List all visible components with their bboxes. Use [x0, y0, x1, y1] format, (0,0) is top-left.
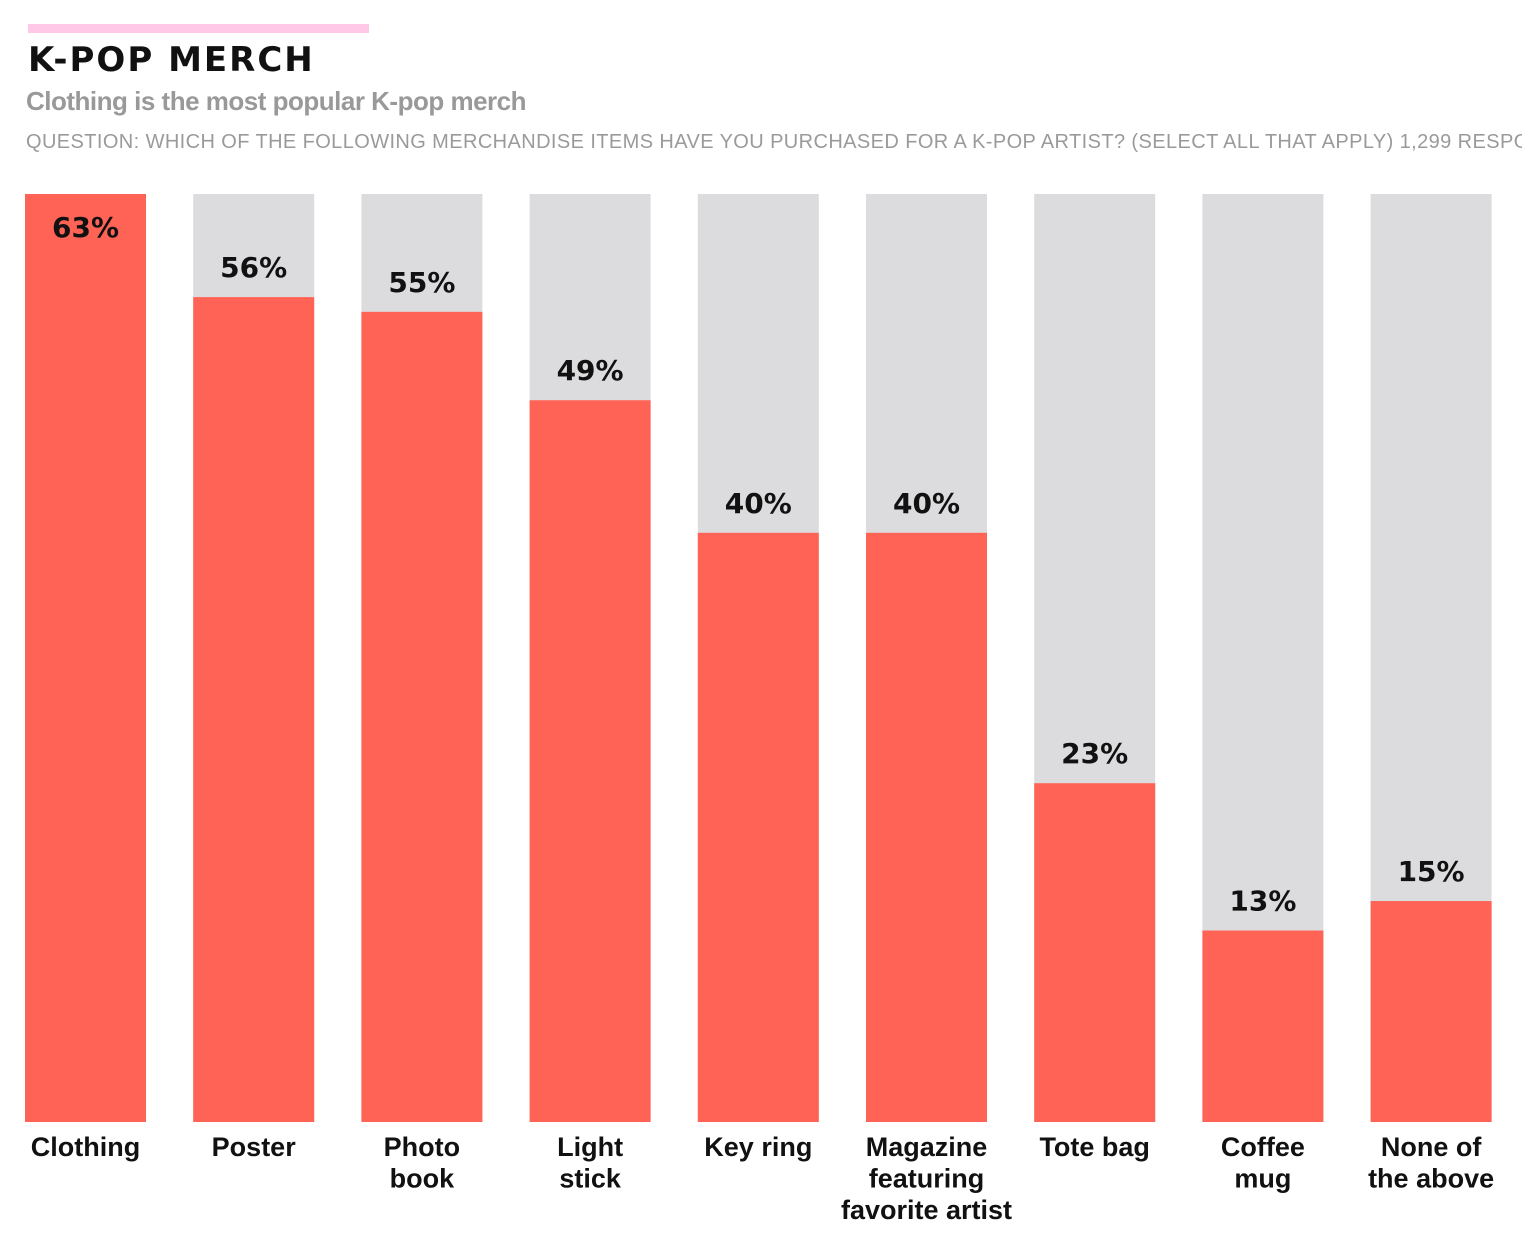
- title-accent-bar: [28, 24, 369, 33]
- chart-title: K-POP MERCH: [28, 40, 315, 80]
- category-label-tote-bag: Tote bag: [1039, 1132, 1150, 1162]
- bar-tote-bag: [1034, 783, 1156, 1122]
- category-label-line: mug: [1234, 1164, 1291, 1194]
- survey-question: QUESTION: WHICH OF THE FOLLOWING MERCHAN…: [26, 131, 1522, 153]
- value-label-coffee-mug: 13%: [1229, 885, 1296, 918]
- category-label-line: Key ring: [704, 1132, 812, 1162]
- category-label-line: stick: [559, 1164, 622, 1194]
- bar-poster: [193, 297, 315, 1123]
- category-label-magazine-featuring-favorite-artist: Magazine featuring favorite artist: [841, 1132, 1012, 1225]
- category-label-photo-book: Photo book: [384, 1132, 460, 1194]
- value-label-poster: 56%: [220, 251, 287, 284]
- category-label-coffee-mug: Coffee mug: [1221, 1132, 1305, 1194]
- category-label-poster: Poster: [212, 1132, 297, 1162]
- category-label-line: Photo: [384, 1132, 460, 1162]
- value-label-key-ring: 40%: [725, 487, 792, 520]
- category-label-none-of-the-above: None of the above: [1368, 1132, 1494, 1194]
- category-label-light-stick: Light stick: [557, 1132, 623, 1194]
- value-label-none-of-the-above: 15%: [1398, 855, 1465, 888]
- category-label-line: favorite artist: [841, 1195, 1012, 1225]
- category-label-line: Magazine: [866, 1132, 988, 1162]
- category-label-line: None of: [1381, 1132, 1482, 1162]
- category-label-line: Light: [557, 1132, 623, 1162]
- chart-subtitle: Clothing is the most popular K-pop merch: [26, 86, 527, 116]
- category-label-line: Coffee: [1221, 1132, 1305, 1162]
- bar-coffee-mug: [1202, 930, 1324, 1122]
- bar-magazine-featuring-favorite-artist: [866, 532, 987, 1122]
- value-label-clothing: 63%: [52, 211, 119, 244]
- value-label-tote-bag: 23%: [1061, 737, 1128, 770]
- category-label-line: featuring: [869, 1164, 985, 1194]
- category-label-line: Tote bag: [1039, 1132, 1150, 1162]
- bar-none-of-the-above: [1370, 901, 1492, 1122]
- bar-key-ring: [697, 532, 819, 1122]
- bar-light-stick: [529, 400, 651, 1122]
- category-label-line: Poster: [212, 1132, 297, 1162]
- value-label-light-stick: 49%: [557, 354, 624, 387]
- category-label-line: book: [390, 1164, 455, 1194]
- value-label-photo-book: 55%: [388, 266, 455, 299]
- value-label-magazine-featuring-favorite-artist: 40%: [893, 487, 960, 520]
- bar-photo-book: [361, 311, 483, 1122]
- category-label-line: the above: [1368, 1164, 1494, 1194]
- category-label-key-ring: Key ring: [704, 1132, 812, 1162]
- bar-clothing: [25, 194, 146, 1122]
- category-label-line: Clothing: [31, 1132, 140, 1162]
- category-label-clothing: Clothing: [31, 1132, 140, 1162]
